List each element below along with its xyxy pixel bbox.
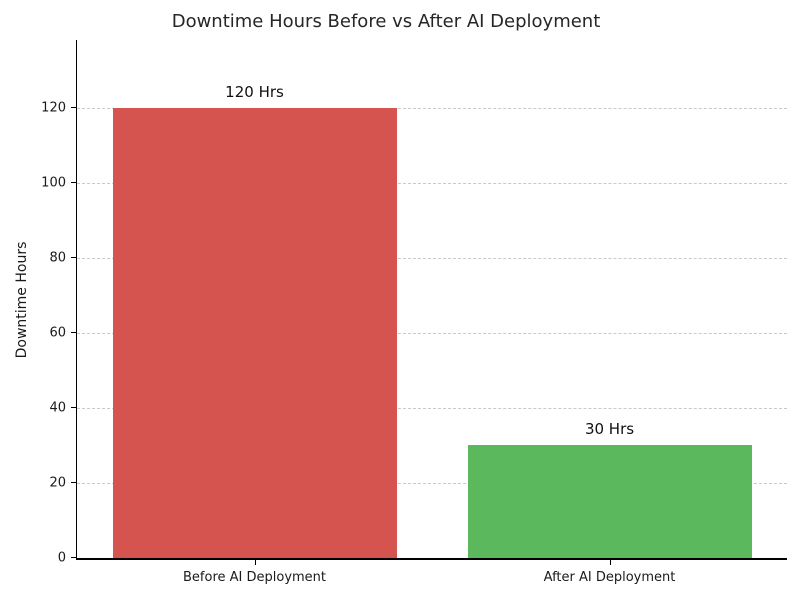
gridline-y-80 [77,257,787,259]
bar-1 [467,445,752,558]
bar-0 [112,107,397,558]
plot-area: 0 20 40 60 80 100 120 120 Hrs Before AI Deployme… [41,40,787,585]
gridline-y-100 [77,182,787,184]
y-tick-mark-20 [70,482,76,484]
x-tick-mark-0 [254,560,256,565]
gridline-y-60 [77,332,787,334]
x-tick-label-0: Before AI Deployment [182,570,327,585]
y-tick-label-80: 80 [49,250,66,266]
bar-value-label-1: 30 Hrs [584,420,635,439]
gridline-y-120 [77,107,787,109]
y-tick-label-60: 60 [49,325,66,341]
bar-value-label-0: 120 Hrs [225,82,284,101]
y-tick-mark-60 [70,332,76,334]
y-axis-label: Downtime Hours [14,241,30,359]
chart-title: Downtime Hours Before vs After AI Deploy… [171,11,601,32]
y-tick-label-100: 100 [41,175,66,191]
y-tick-mark-120 [70,106,76,108]
y-tick-label-0: 0 [57,550,66,566]
y-tick-label-120: 120 [41,100,66,116]
y-tick-label-40: 40 [49,400,66,416]
y-tick-mark-0 [70,557,76,559]
gridline-y-40 [77,407,787,409]
x-tick-label-1: After AI Deployment [543,570,676,585]
gridline-y-20 [77,482,787,484]
y-tick-mark-80 [70,256,76,258]
x-tick-mark-1 [609,560,611,565]
y-tick-label-20: 20 [49,475,66,491]
y-tick-mark-100 [70,181,76,183]
y-tick-mark-40 [70,407,76,409]
